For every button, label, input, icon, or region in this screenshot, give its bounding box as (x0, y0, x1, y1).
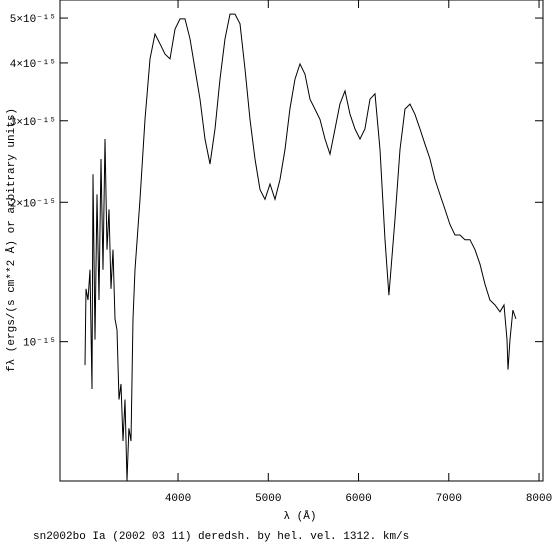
y-tick-label: 4×10⁻¹⁵ (10, 59, 56, 71)
y-tick-label: 2×10⁻¹⁵ (10, 198, 56, 210)
x-tick-label: 7000 (436, 493, 462, 505)
x-tick-label: 4000 (165, 493, 191, 505)
y-tick-label: 10⁻¹⁵ (23, 338, 56, 350)
x-tick-label: 6000 (345, 493, 371, 505)
x-tick-label: 8000 (526, 493, 552, 505)
x-tick-label: 5000 (255, 493, 281, 505)
y-tick-label: 5×10⁻¹⁵ (10, 14, 56, 26)
spectrum-line (84, 13, 517, 482)
x-axis-label: λ (Å) (283, 510, 316, 523)
y-axis-label: fλ (ergs/(s cm**2 Å) or arbitrary units) (5, 108, 18, 372)
y-tick-label: 3×10⁻¹⁵ (10, 117, 56, 129)
caption: sn2002bo Ia (2002 03 11) deredsh. by hel… (33, 531, 409, 543)
plot-frame (59, 0, 544, 482)
